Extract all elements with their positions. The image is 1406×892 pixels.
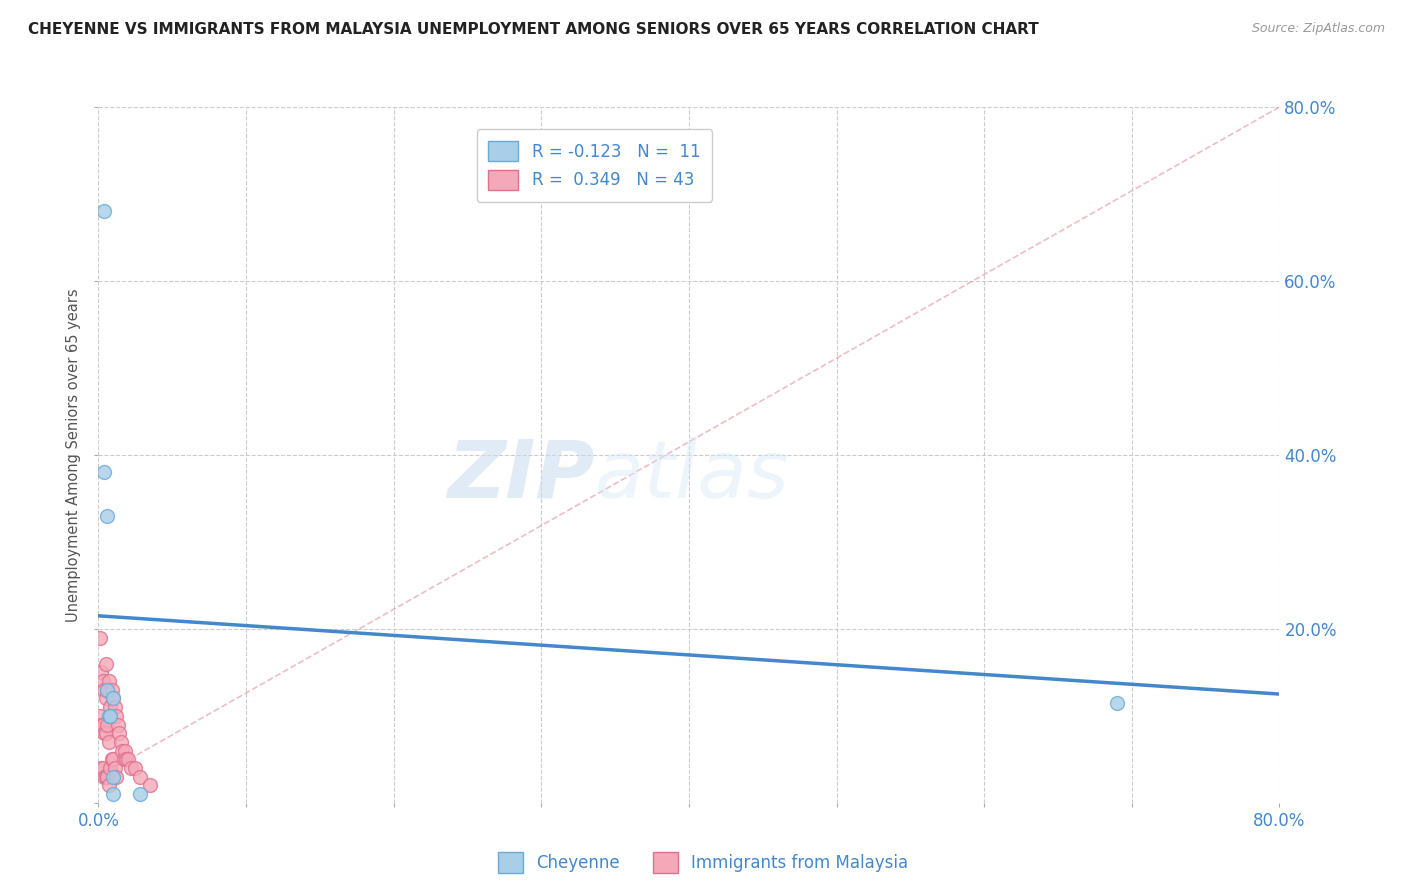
Point	[90, 665, 112, 680]
Point	[89, 631, 111, 645]
Point	[139, 778, 162, 792]
Point	[112, 752, 135, 766]
Point	[96, 717, 118, 731]
Point	[90, 717, 112, 731]
Point	[103, 770, 125, 784]
Text: ZIP: ZIP	[447, 437, 595, 515]
Point	[103, 691, 125, 706]
Point	[93, 466, 115, 480]
Point	[105, 708, 128, 723]
Point	[117, 752, 139, 766]
Point	[93, 682, 115, 697]
Point	[94, 770, 117, 784]
Point	[100, 682, 122, 697]
Point	[103, 787, 125, 801]
Point	[97, 778, 120, 792]
Point	[98, 700, 121, 714]
Point	[107, 717, 129, 731]
Point	[98, 708, 121, 723]
Legend: R = -0.123   N =  11, R =  0.349   N = 43: R = -0.123 N = 11, R = 0.349 N = 43	[477, 129, 711, 202]
Point	[93, 204, 115, 219]
Text: atlas: atlas	[595, 437, 789, 515]
Point	[94, 691, 117, 706]
Point	[91, 674, 114, 689]
Point	[91, 717, 114, 731]
Text: Source: ZipAtlas.com: Source: ZipAtlas.com	[1251, 22, 1385, 36]
Point	[104, 761, 127, 775]
Point	[93, 770, 115, 784]
Point	[103, 691, 125, 706]
Point	[124, 761, 146, 775]
Point	[94, 726, 117, 740]
Legend: Cheyenne, Immigrants from Malaysia: Cheyenne, Immigrants from Malaysia	[491, 846, 915, 880]
Point	[93, 726, 115, 740]
Point	[115, 752, 138, 766]
Point	[104, 700, 127, 714]
Point	[103, 752, 125, 766]
Point	[96, 682, 118, 697]
Point	[97, 708, 120, 723]
Point	[105, 770, 128, 784]
Point	[94, 657, 117, 671]
Point	[128, 787, 150, 801]
Point	[110, 735, 132, 749]
Y-axis label: Unemployment Among Seniors over 65 years: Unemployment Among Seniors over 65 years	[66, 288, 82, 622]
Point	[120, 761, 142, 775]
Point	[128, 770, 150, 784]
Point	[90, 761, 112, 775]
Point	[96, 508, 118, 523]
Point	[1105, 696, 1128, 710]
Point	[91, 761, 114, 775]
Text: CHEYENNE VS IMMIGRANTS FROM MALAYSIA UNEMPLOYMENT AMONG SENIORS OVER 65 YEARS CO: CHEYENNE VS IMMIGRANTS FROM MALAYSIA UNE…	[28, 22, 1039, 37]
Point	[96, 682, 118, 697]
Point	[111, 744, 134, 758]
Point	[89, 708, 111, 723]
Point	[96, 770, 118, 784]
Point	[100, 752, 122, 766]
Point	[108, 726, 131, 740]
Point	[98, 761, 121, 775]
Point	[114, 744, 136, 758]
Point	[97, 735, 120, 749]
Point	[97, 674, 120, 689]
